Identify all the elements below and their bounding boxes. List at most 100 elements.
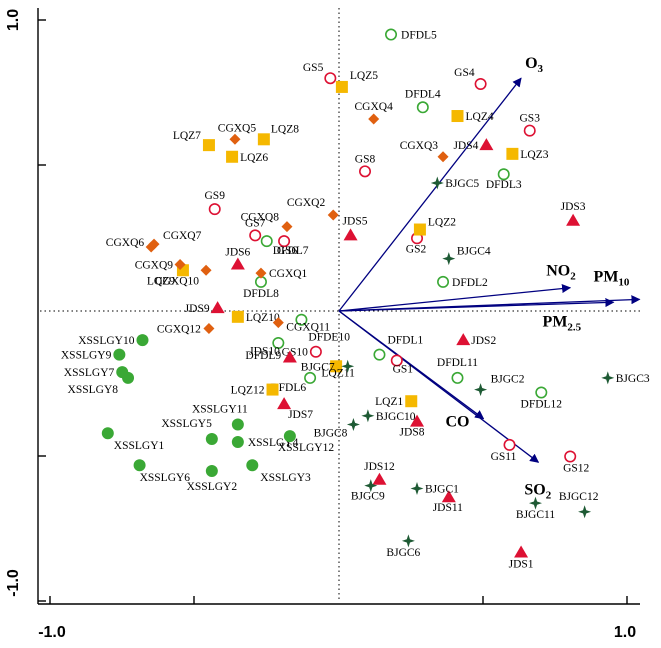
point-label-dfdl8: DFDL8 (243, 288, 279, 300)
point-lqz11 (330, 360, 343, 373)
point-gs8 (359, 165, 372, 178)
point-label-cgxq9: CGXQ9 (135, 259, 174, 271)
point-lqz6 (226, 150, 239, 163)
point-lqz10 (231, 310, 244, 323)
point-gs12 (564, 450, 577, 463)
point-bjgc9 (364, 479, 378, 493)
point-label-dfdl6: DFDL6 (270, 382, 306, 394)
point-label-dfdl1: DFDL1 (387, 335, 423, 347)
point-label-bjgc4: BJGC4 (457, 246, 491, 258)
point-lqz2 (413, 223, 426, 236)
point-label-cgxq5: CGXQ5 (218, 122, 257, 134)
point-label-lqz4: LQZ4 (465, 111, 493, 123)
point-lqz12 (266, 383, 279, 396)
point-bjgc1 (410, 482, 424, 495)
point-label-bjgc3: BJGC3 (616, 373, 650, 385)
point-label-dfde10: DFDE10 (308, 332, 350, 344)
point-label-gs1: GS1 (393, 363, 414, 375)
point-label-bjgc6: BJGC6 (386, 547, 420, 559)
point-label-jds7: JDS7 (288, 409, 313, 421)
point-cgxq11 (272, 317, 284, 329)
point-jds4 (479, 138, 494, 151)
point-label-bjgc5: BJGC5 (445, 178, 479, 190)
point-bjgc10 (361, 409, 375, 423)
vector-o3 (338, 77, 522, 312)
point-label-xsslgy8: XSSLGY8 (68, 384, 119, 396)
point-bjgc3 (601, 371, 615, 385)
point-xsslgy5 (205, 433, 218, 446)
point-label-jds1: JDS1 (509, 559, 534, 571)
point-lqz7 (202, 139, 215, 152)
point-label-xsslgy7: XSSLGY7 (64, 367, 115, 379)
point-label-gs4: GS4 (454, 67, 475, 79)
point-dfdl6 (304, 371, 317, 384)
point-xsslgy1 (101, 427, 114, 440)
point-gs10 (309, 345, 322, 358)
point-label-cgxq11: CGXQ11 (286, 322, 330, 334)
point-label-xsslgy3: XSSLGY3 (260, 472, 311, 484)
point-label-bjgc1: BJGC1 (425, 484, 459, 496)
point-label-dfdl4: DFDL4 (405, 88, 441, 100)
point-label-lqz7: LQZ7 (173, 130, 201, 142)
point-label-bjgc10: BJGC10 (376, 411, 416, 423)
point-label-jds10: JDS10 (249, 346, 280, 358)
point-label-jds2: JDS2 (471, 335, 496, 347)
point-bjgc6 (401, 534, 415, 548)
plot-frame (37, 8, 640, 605)
y-tick-label-max: 1.0 (5, 9, 22, 31)
point-label-lqz3: LQZ3 (520, 149, 548, 161)
point-jds9 (210, 301, 225, 314)
vector-label-pm2-5: PM2.5 (543, 313, 582, 333)
point-label-lqz8: LQZ8 (271, 123, 299, 135)
point-gs5 (324, 72, 337, 85)
point-label-jds3: JDS3 (561, 201, 586, 213)
point-gs1 (390, 354, 403, 367)
point-xsslgy2 (205, 465, 218, 478)
point-label-xsslgy2: XSSLGY2 (187, 481, 238, 493)
point-xsslgy3 (246, 459, 259, 472)
point-label-xsslgy9: XSSLGY9 (61, 350, 112, 362)
point-xsslgy9 (113, 348, 126, 361)
point-cgxq8 (281, 221, 293, 233)
point-label-xsslgy11: XSSLGY11 (192, 403, 248, 415)
point-cgxq4 (368, 113, 380, 125)
point-label-dfdl9: DFDL9 (245, 350, 281, 362)
point-label-cgxq10: CGXQ10 (155, 275, 199, 287)
point-label-xsslgy1: XSSLGY1 (114, 440, 165, 452)
point-xsslgy6 (133, 459, 146, 472)
point-label-lqz6: LQZ6 (240, 152, 268, 164)
point-label-cgxq3: CGXQ3 (400, 140, 439, 152)
y-tick-label-min: -1.0 (5, 569, 22, 597)
point-label-lqz2: LQZ2 (428, 217, 456, 229)
point-label-dfdl7: DFDL7 (273, 245, 309, 257)
point-xsslgy4 (231, 435, 244, 448)
point-label-gs11: GS11 (491, 451, 517, 463)
point-label-jds11: JDS11 (433, 502, 463, 514)
vector-label-co: CO (446, 414, 470, 431)
point-label-jds6: JDS6 (225, 246, 250, 258)
point-xsslgy10 (136, 334, 149, 347)
point-label-jds12: JDS12 (364, 461, 395, 473)
point-jds3 (566, 213, 581, 226)
point-dfdl3 (497, 168, 510, 181)
point-label-lqz12: LQZ12 (231, 385, 265, 397)
point-label-cgxq6: CGXQ6 (106, 237, 145, 249)
point-label-bjgc7: BJGC7 (301, 361, 335, 373)
point-jds7 (277, 397, 292, 410)
vector-label-no2: NO2 (546, 263, 576, 283)
point-jds8 (410, 414, 425, 427)
point-label-lqz11: LQZ11 (321, 367, 355, 379)
point-label-gs2: GS2 (406, 243, 427, 255)
point-jds5 (343, 228, 358, 241)
point-dfdl7 (260, 235, 273, 248)
point-bjgc4 (442, 252, 456, 266)
point-label-bjgc11: BJGC11 (516, 509, 555, 521)
point-cgxq1 (255, 267, 267, 279)
point-label-xsslgy12: XSSLGY12 (278, 442, 334, 454)
vector-label-so2: SO2 (524, 481, 551, 501)
point-label-xsslgy10: XSSLGY10 (78, 335, 134, 347)
point-gs4 (474, 78, 487, 91)
point-gs9 (208, 203, 221, 216)
point-label-gs12: GS12 (563, 463, 589, 475)
